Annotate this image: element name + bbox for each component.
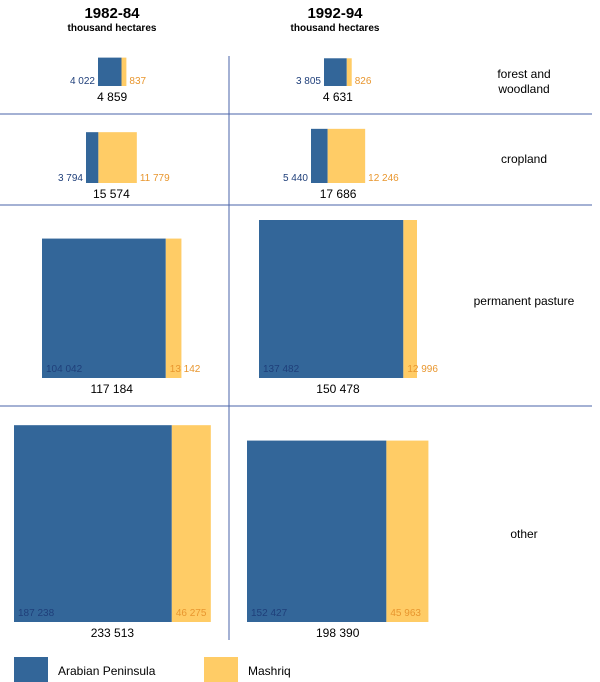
value-label-total: 233 513: [91, 626, 135, 640]
value-label-total: 150 478: [316, 382, 360, 396]
value-label-total: 198 390: [316, 626, 360, 640]
legend-swatch: [204, 657, 238, 682]
value-label-arabian: 3 805: [296, 76, 321, 87]
value-label-mashriq: 837: [129, 76, 146, 87]
value-label-total: 17 686: [320, 187, 357, 201]
value-label-arabian: 4 022: [70, 76, 95, 87]
bar-mashriq: [165, 238, 182, 378]
row-label-0-line-0: forest and: [497, 67, 550, 81]
bar-mashriq: [386, 440, 429, 622]
legend-item-1: Mashriq: [204, 657, 291, 682]
value-label-mashriq: 46 275: [176, 608, 207, 619]
bar-mashriq: [98, 132, 137, 183]
value-label-total: 4 631: [323, 90, 353, 104]
value-label-mashriq: 12 996: [407, 364, 438, 375]
value-label-total: 117 184: [90, 382, 133, 396]
value-label-arabian: 5 440: [283, 173, 308, 184]
legend-swatch: [14, 657, 48, 682]
value-label-mashriq: 12 246: [368, 173, 399, 184]
bar-arabian-peninsula: [42, 238, 166, 378]
cell-3-0: 187 238 46 275 233 513: [14, 425, 211, 640]
bar-arabian-peninsula: [98, 57, 122, 86]
value-label-arabian: 104 042: [46, 364, 83, 375]
bar-mashriq: [171, 425, 211, 622]
bar-arabian-peninsula: [14, 425, 172, 622]
value-label-mashriq: 826: [355, 76, 372, 87]
column-subtitle-1: thousand hectares: [291, 23, 380, 34]
column-title-1: 1992-94: [307, 5, 363, 22]
legend-item-0: Arabian Peninsula: [14, 657, 156, 682]
value-label-total: 15 574: [93, 187, 130, 201]
cell-1-0: 3 794 11 779 15 574: [58, 132, 170, 201]
legend-label: Mashriq: [248, 664, 291, 678]
value-label-arabian: 187 238: [18, 608, 55, 619]
bar-arabian-peninsula: [324, 58, 347, 86]
value-label-mashriq: 13 142: [170, 364, 201, 375]
column-subtitle-0: thousand hectares: [68, 23, 157, 34]
bar-arabian-peninsula: [86, 132, 99, 183]
cell-3-1: 152 427 45 963 198 390: [247, 440, 429, 640]
bar-arabian-peninsula: [259, 220, 404, 378]
bar-mashriq: [346, 58, 352, 86]
cell-1-1: 5 440 12 246 17 686: [283, 128, 399, 201]
value-label-arabian: 137 482: [263, 364, 300, 375]
row-label-3: other: [510, 527, 537, 541]
value-label-total: 4 859: [97, 90, 127, 104]
value-label-arabian: 3 794: [58, 173, 83, 184]
bar-mashriq: [327, 128, 366, 183]
column-title-0: 1982-84: [84, 5, 140, 22]
row-label-1: cropland: [501, 152, 547, 166]
bar-arabian-peninsula: [311, 128, 328, 183]
value-label-arabian: 152 427: [251, 608, 288, 619]
value-label-mashriq: 11 779: [140, 173, 170, 184]
row-label-0-line-1: woodland: [497, 82, 549, 96]
legend-label: Arabian Peninsula: [58, 664, 156, 678]
row-label-2: permanent pasture: [474, 294, 575, 308]
cell-2-1: 137 482 12 996 150 478: [259, 220, 438, 396]
bar-arabian-peninsula: [247, 440, 387, 622]
bar-mashriq: [121, 57, 127, 86]
bar-mashriq: [403, 220, 417, 378]
cell-2-0: 104 042 13 142 117 184: [42, 238, 201, 396]
value-label-mashriq: 45 963: [390, 608, 421, 619]
